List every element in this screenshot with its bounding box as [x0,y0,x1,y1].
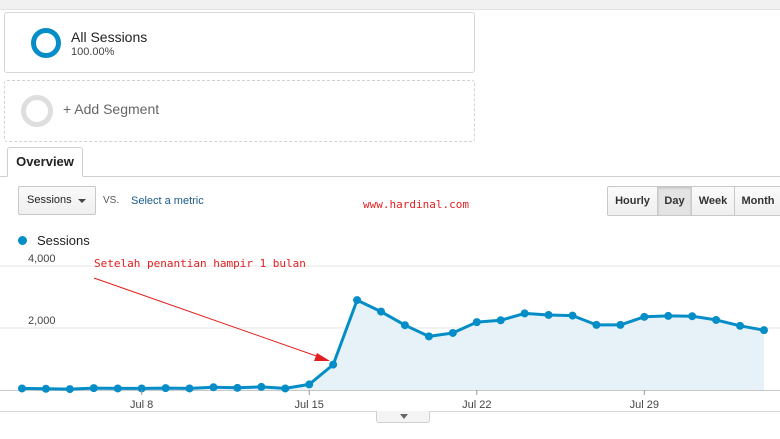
segment-title: All Sessions [71,29,148,45]
data-point [209,383,218,392]
annotation-text: Setelah penantian hampir 1 bulan [94,257,306,270]
series-area [22,300,764,390]
data-point [424,332,433,341]
period-day-button[interactable]: Day [657,186,692,216]
top-strip [0,0,780,10]
data-point [65,385,74,394]
data-point [592,320,601,329]
data-point [233,383,242,392]
data-point [400,321,409,330]
x-tick-label: Jul 15 [295,399,324,411]
data-point [41,384,50,393]
data-point [137,384,146,393]
data-point [89,384,98,393]
data-point [688,312,697,321]
empty-donut-icon [21,95,53,127]
data-point [161,384,170,393]
segment-donut-icon [31,28,61,58]
tab-overview[interactable]: Overview [7,147,83,177]
x-tick-label: Jul 8 [130,399,153,411]
data-point [616,320,625,329]
data-point [640,312,649,321]
data-point [353,296,362,305]
tab-divider [0,176,780,177]
y-tick-label: 2,000 [28,315,56,327]
segment-percent: 100.00% [71,46,115,58]
data-point [113,384,122,393]
period-week-button[interactable]: Week [691,186,735,216]
data-point [257,382,266,391]
data-point [568,311,577,320]
select-metric-link[interactable]: Select a metric [131,195,204,207]
metric-select-value: Sessions [27,194,72,206]
legend-dot-icon [18,236,27,245]
sessions-chart[interactable]: 2,000 4,000 Jul 8 Jul 15 Jul 22 Jul 29 [0,250,780,420]
data-point [18,384,26,393]
x-tick-label: Jul 22 [462,399,491,411]
segment-all-sessions[interactable]: All Sessions 100.00% [4,12,475,73]
data-point [760,326,768,335]
series-line [21,298,765,391]
add-segment-label: + Add Segment [63,101,160,117]
period-toggle: Hourly Day Week Month [607,186,780,216]
data-point [185,384,194,393]
data-point [281,384,290,393]
watermark-text: www.hardinal.com [363,198,469,211]
legend-label: Sessions [37,233,90,248]
metric-select[interactable]: Sessions [18,186,96,215]
annotation-arrow-line [93,277,323,359]
x-tick-label: Jul 29 [630,399,659,411]
period-month-button[interactable]: Month [734,186,780,216]
data-point [329,360,338,369]
data-point [664,311,673,320]
annotation-arrow-head [314,353,330,361]
period-hourly-button[interactable]: Hourly [607,186,658,216]
chevron-down-icon [78,199,86,203]
caret-down-icon [400,414,408,419]
data-point [377,307,386,316]
data-point [712,315,721,324]
data-point [544,310,553,319]
chart-expand-handle[interactable] [376,411,430,423]
add-segment-button[interactable]: + Add Segment [4,80,475,142]
data-point [472,318,481,327]
vs-label: VS. [103,195,120,206]
data-point [736,321,745,330]
data-point [305,380,314,389]
data-point [496,316,505,325]
data-point [448,328,457,337]
data-point [520,309,529,318]
y-tick-label: 4,000 [28,253,56,265]
